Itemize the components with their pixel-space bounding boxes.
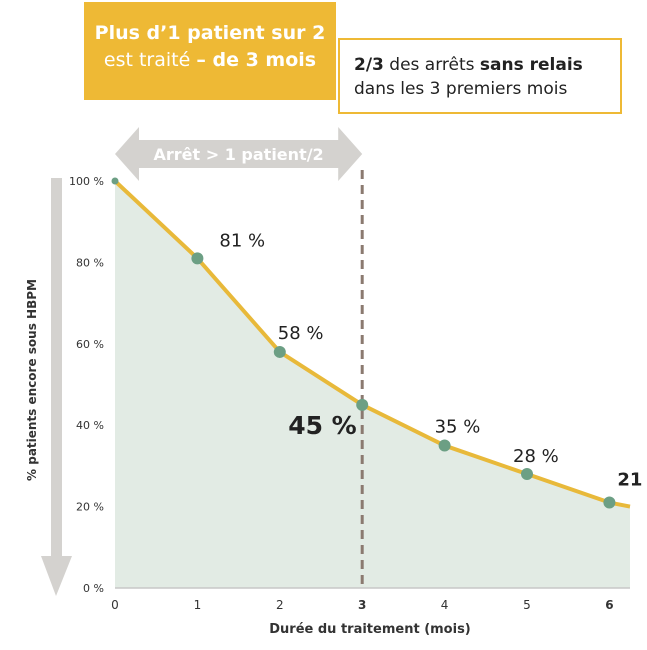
data-label: 21 % [617,470,647,491]
headline-box: Plus d’1 patient sur 2 est traité – de 3… [84,2,336,100]
data-label: 45 % [288,411,357,440]
x-tick-label: 0 [111,598,119,612]
note-fraction: 2/3 [354,55,384,75]
area-fill [115,181,630,588]
x-tick-label: 6 [605,598,613,612]
y-tick-label: 0 % [83,582,104,595]
data-label: 81 % [219,230,265,251]
data-point [603,496,616,509]
data-point [521,468,533,481]
range-arrow-label: Arrêt > 1 patient/2 [154,145,324,164]
y-tick-label: 60 % [76,338,104,351]
data-label: 28 % [513,446,559,467]
x-tick-label: 2 [276,598,284,612]
data-point [273,345,286,358]
note-bold: sans relais [479,55,583,75]
x-tick-label: 1 [194,598,202,612]
headline-text: Plus d’1 patient sur 2 est traité – de 3… [84,20,336,74]
y-arrow-shaft [51,178,62,566]
data-point [191,252,204,265]
y-tick-label: 20 % [76,501,104,514]
headline-line2-light: est traité [103,49,191,71]
y-axis-title: % patients encore sous HBPM [25,279,39,481]
y-tick-label: 40 % [76,419,104,432]
x-tick-label: 4 [441,598,449,612]
note-box: 2/3 des arrêts sans relais dans les 3 pr… [338,38,622,114]
headline-line1: Plus d’1 patient sur 2 [94,22,326,44]
note-text-1: des arrêts [383,55,480,75]
x-axis-title: Durée du traitement (mois) [269,622,471,637]
y-tick-label: 80 % [76,256,104,269]
x-tick-label: 3 [358,598,366,612]
series-line [113,179,631,509]
data-point [438,439,451,452]
data-label: 58 % [278,323,324,344]
y-arrow-head [41,556,72,596]
data-label: 35 % [435,417,481,438]
data-point [356,398,369,411]
note-text: 2/3 des arrêts sans relais dans les 3 pr… [354,53,583,101]
headline-line2-bold: – de 3 mois [196,49,317,71]
note-line2: dans les 3 premiers mois [354,79,568,99]
x-tick-label: 5 [523,598,531,612]
data-point [111,177,119,185]
range-double-arrow [115,127,363,181]
y-tick-label: 100 % [69,175,104,188]
